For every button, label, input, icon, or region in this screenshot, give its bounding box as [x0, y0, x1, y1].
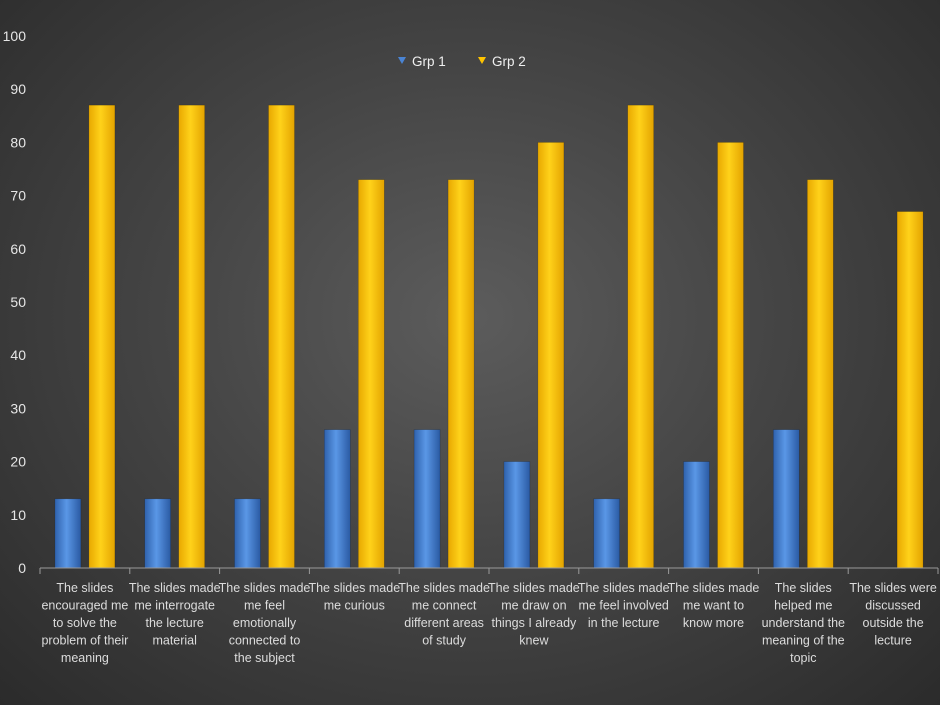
- y-tick-label: 70: [10, 188, 26, 204]
- bar-grp-1-9: [772, 429, 800, 569]
- bar-grp-2-9: [806, 179, 834, 569]
- bar-grp-1-3: [234, 498, 261, 569]
- bar-grp-2-6: [537, 142, 565, 569]
- bar-grp-2-2: [178, 104, 205, 569]
- x-category-label: The slides made me interrogate the lecture…: [129, 581, 221, 648]
- y-tick-label: 80: [10, 134, 26, 150]
- y-tick-label: 60: [10, 241, 26, 257]
- y-tick-label: 30: [10, 400, 26, 416]
- bar-grp-1-8: [683, 461, 710, 569]
- bar-grp-2-4: [357, 179, 385, 569]
- bar-grp-1-1: [54, 498, 82, 569]
- y-tick-label: 20: [10, 454, 26, 470]
- legend-label-1: Grp 1: [412, 54, 446, 69]
- y-tick-label: 90: [10, 81, 26, 97]
- bar-grp-2-10: [896, 211, 924, 569]
- bar-grp-1-2: [144, 498, 171, 569]
- bar-grp-1-7: [593, 498, 621, 569]
- y-tick-label: 40: [10, 347, 26, 363]
- x-axis-labels: The slides encouraged me to solve the probl…: [39, 568, 939, 665]
- bar-grp-1-4: [323, 429, 351, 569]
- y-tick-label: 0: [18, 560, 26, 576]
- legend: Grp 1 Grp 2: [398, 54, 526, 69]
- x-category-label: The slides made me curious: [308, 581, 400, 613]
- bar-grp-2-8: [717, 142, 744, 569]
- legend-label-2: Grp 2: [492, 54, 526, 69]
- x-category-label: The slides made me feel involved in the le…: [578, 581, 670, 630]
- x-category-label: The slides encouraged me to solve the probl…: [41, 581, 128, 665]
- y-tick-label: 100: [3, 28, 27, 44]
- bar-grp-2-5: [447, 179, 475, 569]
- x-category-label: The slides made me connect different areas…: [398, 581, 490, 648]
- x-category-label: The slides made me want to know more: [668, 581, 760, 630]
- legend-swatch-2: [478, 57, 486, 64]
- x-category-label: The slides helped me understand the meaning…: [762, 581, 845, 665]
- bar-grp-2-1: [88, 104, 116, 569]
- x-category-label: The slides were discussed outside the lectu…: [849, 581, 937, 648]
- x-category-label: The slides made me draw on things I alread…: [488, 581, 580, 648]
- legend-swatch-1: [398, 57, 406, 64]
- y-tick-label: 10: [10, 507, 26, 523]
- bars: [54, 104, 924, 569]
- y-axis: 0 10 20 30 40 50 60 70 80 90 100: [3, 28, 27, 576]
- bar-grp-1-5: [413, 429, 441, 569]
- bar-grp-1-6: [503, 461, 531, 569]
- y-tick-label: 50: [10, 294, 26, 310]
- bar-grp-2-3: [268, 104, 295, 569]
- x-category-label: The slides made me feel emotionally connect…: [219, 581, 311, 665]
- bar-grp-2-7: [627, 104, 655, 569]
